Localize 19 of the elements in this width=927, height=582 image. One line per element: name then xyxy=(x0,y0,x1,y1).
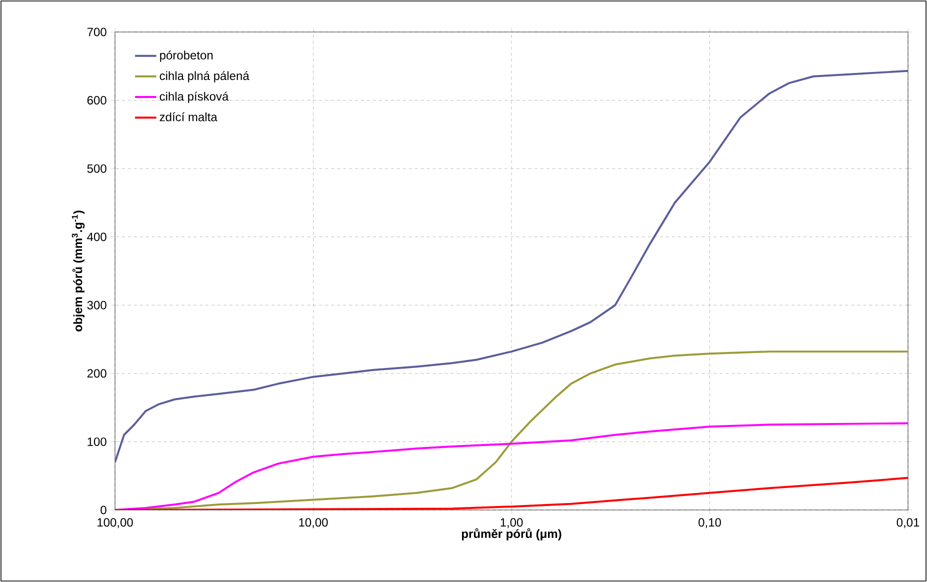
x-tick-label: 0,10 xyxy=(698,518,721,528)
y-tick-label: 600 xyxy=(87,96,106,105)
legend-label: pórobeton xyxy=(160,50,213,62)
legend-label: cihla plná pálená xyxy=(160,71,250,82)
y-tick-label: 0 xyxy=(100,506,106,514)
y-tick-label: 700 xyxy=(87,28,106,36)
y-tick-label: 200 xyxy=(87,369,106,378)
x-tick-label: 0,01 xyxy=(896,518,920,528)
legend-label: zdící malta xyxy=(160,112,218,122)
x-tick-label: 100,00 xyxy=(98,518,133,528)
y-tick-label: 400 xyxy=(87,232,106,242)
legend-label: cihla písková xyxy=(160,92,229,104)
x-axis-title: průměr pórů (μm) xyxy=(462,528,562,540)
y-tick-label: 300 xyxy=(87,300,106,310)
y-tick-label: 100 xyxy=(88,437,106,446)
y-tick-label: 500 xyxy=(87,164,106,173)
y-axis-title: objem pórů (mm$^{3}$.g$^{-1}$) xyxy=(72,210,85,332)
x-tick-label: 1,00 xyxy=(500,518,523,528)
x-tick-label: 10,00 xyxy=(299,518,328,528)
